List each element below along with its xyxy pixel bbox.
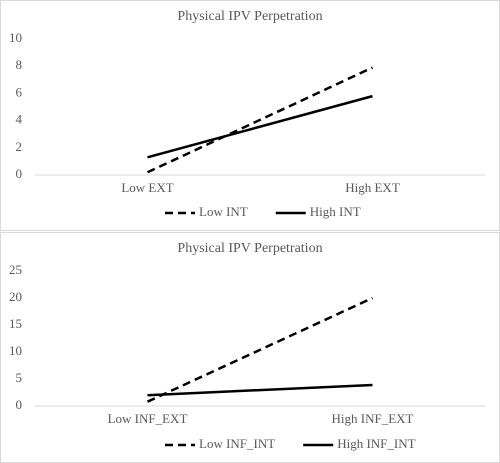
panel-border	[0, 232, 500, 463]
y-tick-label: 6	[16, 84, 23, 99]
line-series	[146, 66, 374, 174]
legend-label: Low INF_INT	[199, 436, 275, 451]
chart-title: Physical IPV Perpetration	[177, 241, 322, 256]
line-series	[146, 296, 374, 403]
legend-label: Low INT	[199, 204, 248, 219]
y-tick-label: 0	[16, 397, 23, 412]
legend-label: High INF_INT	[337, 436, 415, 451]
y-tick-label: 2	[16, 139, 23, 154]
panel-border	[0, 0, 500, 231]
y-tick-label: 4	[16, 112, 23, 127]
y-tick-label: 8	[16, 57, 23, 72]
y-tick-label: 5	[16, 370, 23, 385]
y-tick-label: 10	[9, 343, 22, 358]
y-tick-label: 20	[9, 289, 22, 304]
legend-label: High INT	[310, 204, 361, 219]
y-tick-label: 10	[9, 30, 22, 45]
x-tick-label: High EXT	[345, 180, 400, 195]
y-tick-label: 15	[9, 316, 22, 331]
y-tick-label: 0	[16, 166, 23, 181]
x-tick-label: High INF_EXT	[332, 411, 414, 426]
y-tick-label: 25	[9, 262, 22, 277]
x-tick-label: Low EXT	[121, 180, 173, 195]
chart-title: Physical IPV Perpetration	[177, 9, 322, 24]
x-tick-label: Low INF_EXT	[108, 411, 188, 426]
line-series	[147, 383, 373, 397]
line-series	[147, 94, 373, 159]
